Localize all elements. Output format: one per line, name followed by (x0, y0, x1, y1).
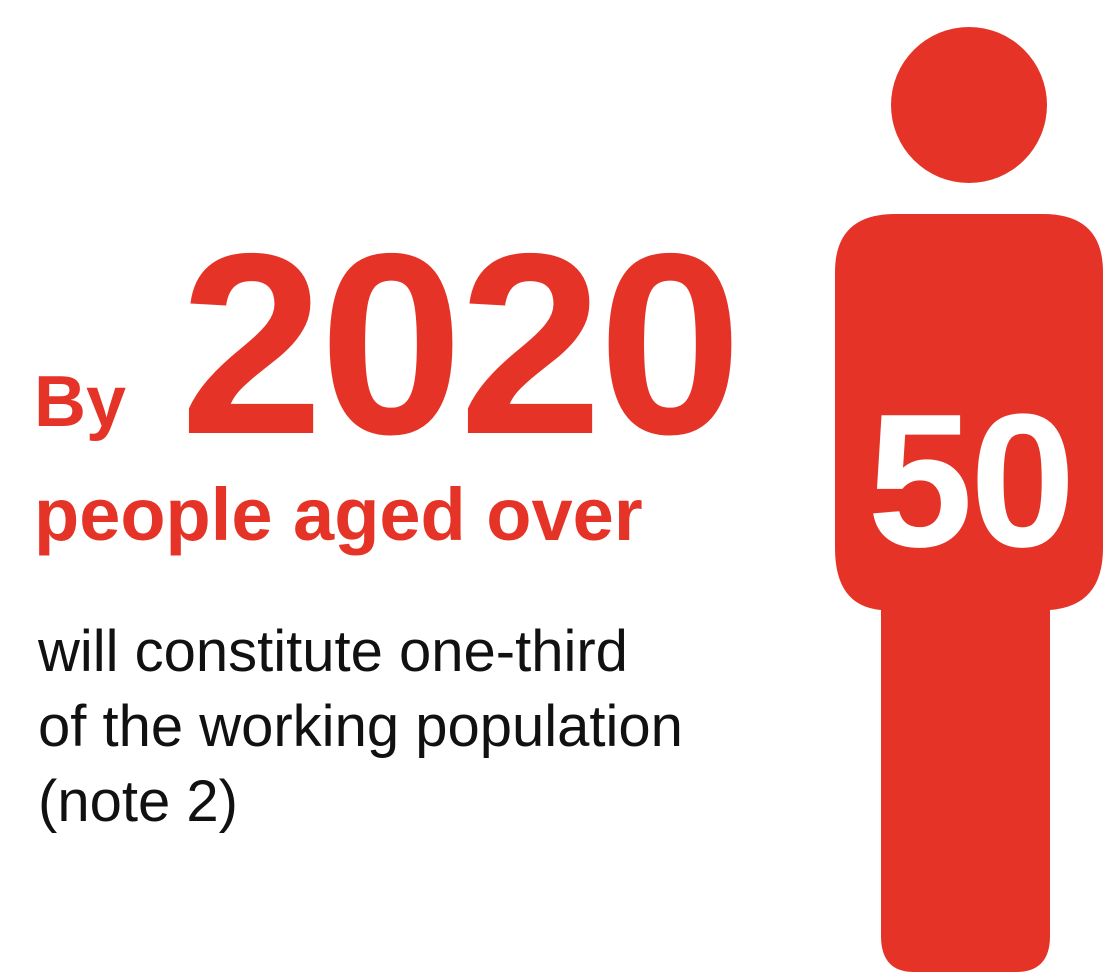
headline-year: 2020 (180, 199, 742, 488)
person-head (891, 27, 1047, 183)
body-line: of the working population (38, 694, 683, 759)
body-text: will constitute one-third of the working… (38, 614, 683, 839)
headline-by: By (34, 362, 127, 442)
body-line: will constitute one-third (38, 619, 628, 684)
body-line: (note 2) (38, 769, 238, 834)
figure-age-label: 50 (867, 375, 1075, 587)
person-body (835, 214, 1103, 972)
headline-subject: people aged over (34, 473, 643, 556)
